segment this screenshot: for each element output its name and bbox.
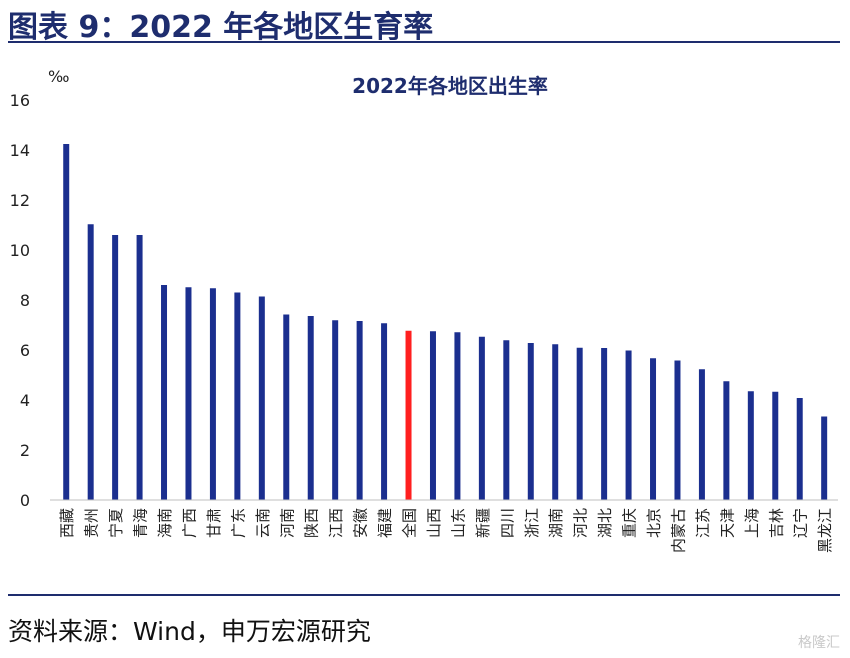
bar	[209, 288, 216, 500]
bar	[576, 347, 583, 500]
bar	[136, 235, 143, 500]
x-tick-label: 陕西	[303, 508, 321, 538]
y-tick-label: 2	[20, 441, 30, 460]
bar	[527, 343, 534, 500]
bar	[405, 330, 412, 500]
bar	[258, 296, 265, 500]
bar	[772, 391, 779, 500]
y-tick-label: 12	[10, 191, 30, 210]
bar	[503, 340, 510, 500]
y-tick-label: 0	[20, 491, 30, 510]
bar	[625, 350, 632, 500]
y-tick-label: 4	[20, 391, 30, 410]
x-tick-label: 湖北	[596, 508, 614, 538]
x-tick-label: 内蒙古	[669, 508, 687, 553]
x-tick-label: 吉林	[767, 508, 785, 538]
bar	[478, 336, 485, 500]
title-rule	[8, 41, 840, 43]
bar	[283, 314, 290, 500]
bar	[796, 398, 803, 500]
y-tick-label: 16	[10, 91, 30, 110]
x-tick-label: 青海	[132, 508, 150, 538]
bar	[552, 344, 559, 500]
x-tick-label: 江西	[327, 508, 345, 538]
x-tick-label: 广东	[229, 508, 247, 538]
y-tick-label: 14	[10, 141, 30, 160]
x-tick-label: 福建	[376, 508, 394, 538]
bar	[454, 332, 461, 500]
bar	[234, 292, 241, 500]
bar	[185, 287, 192, 500]
x-tick-label: 西藏	[58, 508, 76, 538]
x-tick-label: 河南	[278, 508, 296, 538]
x-tick-label: 甘肃	[205, 508, 223, 538]
source-note: 资料来源：Wind，申万宏源研究	[8, 617, 371, 646]
watermark: 格隆汇	[798, 635, 840, 651]
bar	[332, 320, 339, 500]
y-axis: 0 2 4 6 8 10 12 14 16	[10, 91, 30, 510]
bar	[821, 416, 828, 500]
x-tick-label: 黑龙江	[816, 508, 834, 553]
bar	[161, 285, 168, 500]
x-tick-label: 新疆	[474, 508, 492, 538]
y-tick-label: 10	[10, 241, 30, 260]
chart-title: 2022年各地区出生率	[352, 74, 548, 98]
x-tick-label: 安徽	[352, 508, 370, 538]
x-tick-label: 山西	[425, 508, 443, 538]
x-tick-label: 河北	[572, 508, 590, 538]
bar	[87, 224, 94, 500]
x-tick-label: 云南	[254, 508, 272, 538]
x-tick-label: 广西	[180, 508, 198, 538]
bar	[601, 348, 608, 500]
bar	[112, 235, 119, 500]
x-tick-label: 江苏	[694, 508, 712, 538]
x-tick-label: 山东	[449, 508, 467, 538]
bar	[723, 381, 730, 500]
y-tick-label: 6	[20, 341, 30, 360]
x-tick-label: 重庆	[621, 508, 639, 538]
x-tick-label: 全国	[401, 508, 419, 538]
bar	[650, 358, 657, 500]
bar	[63, 144, 70, 500]
birth-rate-chart: 2022年各地区出生率 ‰ 0 2 4 6 8 10 12 14 16 西藏 贵州 宁夏 青海 海南 广西…	[10, 67, 838, 553]
x-tick-label: 北京	[645, 508, 663, 538]
bar	[698, 369, 705, 500]
x-tick-label: 湖南	[547, 508, 565, 538]
x-tick-label: 宁夏	[107, 508, 125, 538]
x-tick-label: 海南	[156, 508, 174, 538]
x-tick-label: 四川	[498, 508, 516, 538]
figure-title: 图表 9：2022 年各地区生育率	[8, 10, 434, 45]
y-axis-unit: ‰	[48, 67, 69, 86]
x-tick-label: 贵州	[83, 508, 101, 538]
source-rule	[8, 594, 840, 596]
x-tick-label: 天津	[718, 508, 736, 538]
x-tick-label: 辽宁	[792, 508, 810, 538]
x-axis-labels: 西藏 贵州 宁夏 青海 海南 广西 甘肃 广东 云南 河南 陕西 江西 安徽 福建 全国 山西 山东 新疆 四川 浙江…	[58, 508, 834, 553]
x-tick-label: 浙江	[523, 508, 541, 538]
bar	[429, 331, 436, 500]
y-tick-label: 8	[20, 291, 30, 310]
bar	[381, 323, 388, 500]
bar	[356, 321, 363, 500]
bar	[307, 316, 314, 500]
bar	[747, 391, 754, 500]
x-tick-label: 上海	[743, 508, 761, 538]
bar	[674, 360, 681, 500]
bars	[63, 144, 828, 500]
